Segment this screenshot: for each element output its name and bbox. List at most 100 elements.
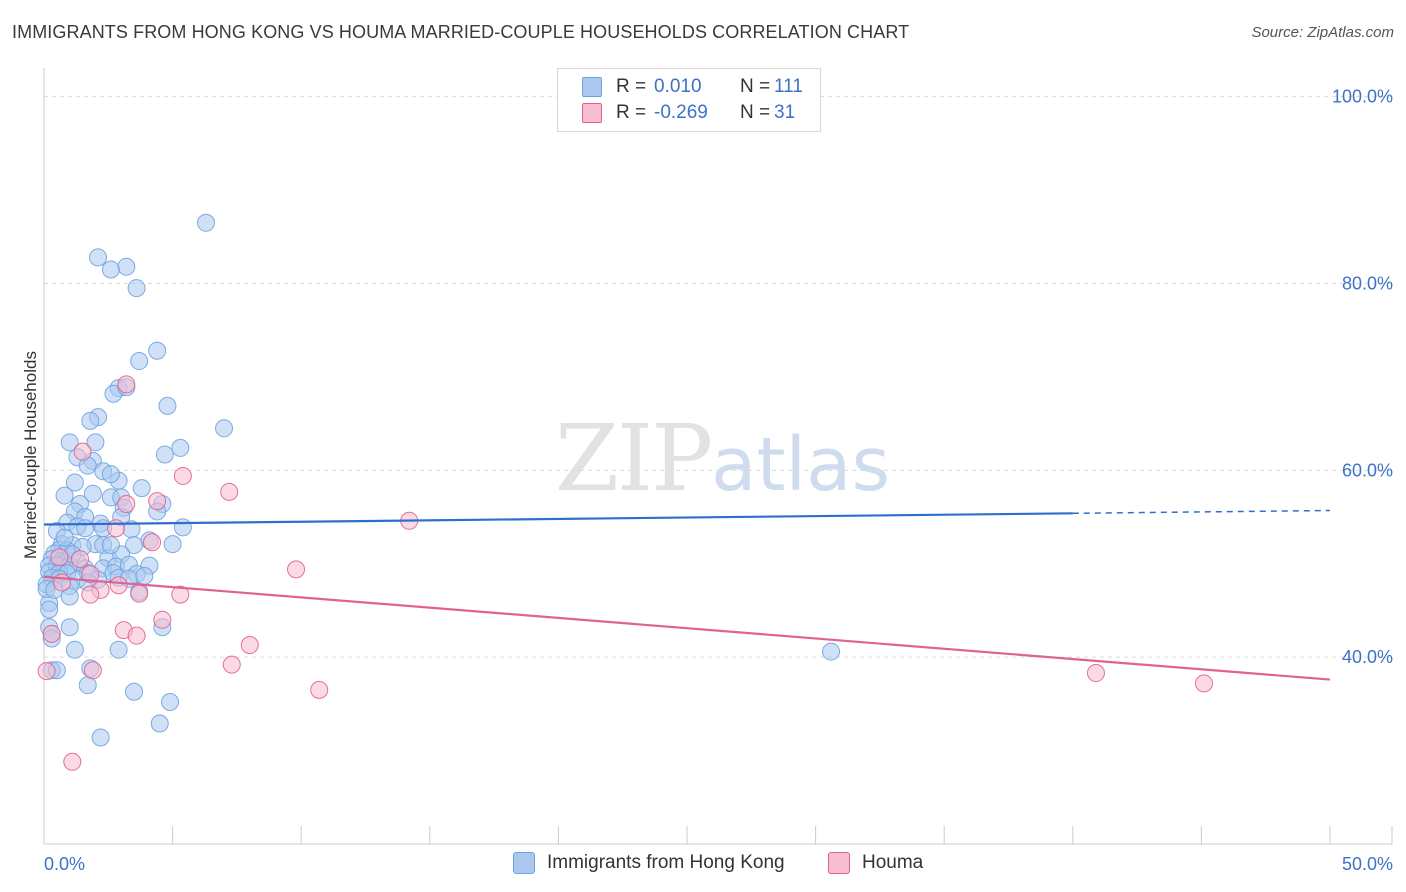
point-houma [117, 375, 136, 394]
series-label: Immigrants from Hong Kong [547, 852, 785, 873]
point-houma [71, 550, 90, 569]
watermark: ZIPatlas [555, 405, 890, 512]
point-hong-kong [91, 728, 110, 747]
grid-lines [44, 96, 1392, 658]
y-axis-title: Married-couple Households [21, 351, 40, 559]
point-hong-kong [60, 433, 79, 452]
correlation-legend: R = 0.010 N = 111 R = -0.269 N = 31 [557, 68, 821, 132]
point-houma [171, 585, 190, 604]
legend-r-label: R = [616, 102, 647, 123]
point-houma [148, 492, 167, 511]
trend-line-houma [43, 575, 1331, 681]
point-houma [1194, 674, 1213, 693]
point-houma [37, 662, 56, 681]
chart-source: Source: ZipAtlas.com [1251, 24, 1394, 41]
y-tick-label: 60.0% [1342, 460, 1393, 480]
point-houma [50, 548, 69, 567]
point-hong-kong [65, 473, 84, 492]
trend-line-hong-kong-extension [1072, 509, 1331, 515]
point-houma [310, 680, 329, 699]
point-hong-kong [161, 693, 180, 712]
point-houma [153, 610, 172, 629]
legend-n-value: 31 [774, 102, 796, 123]
legend-r-value: 0.010 [654, 76, 702, 97]
y-tick-label: 100.0% [1332, 87, 1393, 107]
series-legend: Immigrants from Hong Kong Houma [0, 852, 1406, 878]
point-houma [107, 519, 126, 538]
point-hong-kong [171, 438, 190, 457]
legend-row-hong-kong: R = 0.010 N = 111 [582, 75, 803, 99]
legend-r-label: R = [616, 76, 647, 97]
point-hong-kong [135, 566, 154, 585]
point-houma [127, 626, 146, 645]
point-houma [117, 494, 136, 513]
point-hong-kong [55, 528, 74, 547]
trend-lines [43, 509, 1331, 681]
point-hong-kong [125, 682, 144, 701]
chart-title: IMMIGRANTS FROM HONG KONG VS HOUMA MARRI… [12, 22, 910, 42]
point-houma [130, 584, 149, 603]
legend-swatch-pink [582, 103, 602, 123]
legend-n-label: N = [740, 102, 771, 123]
x-tick-label: 50.0% [1342, 854, 1393, 874]
legend-n-label: N = [740, 76, 771, 97]
point-hong-kong [130, 352, 149, 371]
point-houma [220, 482, 239, 501]
series-label: Houma [862, 852, 924, 873]
point-hong-kong [150, 714, 169, 733]
point-hong-kong [109, 640, 128, 659]
point-hong-kong [101, 536, 120, 555]
tick-labels: 40.0% 60.0% 80.0% 100.0% 0.0% 50.0% [44, 87, 1393, 874]
point-hong-kong [148, 341, 167, 360]
legend-swatch-blue [582, 77, 602, 97]
point-hong-kong [155, 445, 174, 464]
y-tick-label: 40.0% [1342, 647, 1393, 667]
point-hong-kong [40, 600, 59, 619]
watermark-atlas: atlas [711, 422, 890, 508]
x-tick-label: 0.0% [44, 854, 85, 874]
point-houma [109, 576, 128, 595]
point-hong-kong [60, 618, 79, 637]
series-legend-hong-kong[interactable]: Immigrants from Hong Kong [513, 852, 785, 874]
point-hong-kong [101, 465, 120, 484]
point-houma [83, 661, 102, 680]
trend-line-hong-kong [43, 512, 1073, 526]
series-swatch-pink [828, 852, 850, 874]
point-hong-kong [81, 411, 100, 430]
point-hong-kong [173, 518, 192, 537]
point-hong-kong [65, 640, 84, 659]
point-hong-kong [60, 587, 79, 606]
point-houma [173, 466, 192, 485]
point-houma [53, 573, 72, 592]
point-houma [81, 565, 100, 584]
point-houma [81, 585, 100, 604]
axes [43, 68, 1393, 845]
point-hong-kong [215, 419, 234, 438]
point-hong-kong [127, 279, 146, 298]
point-hong-kong [158, 396, 177, 415]
point-hong-kong [117, 257, 136, 276]
point-houma [240, 636, 259, 655]
point-hong-kong [78, 676, 97, 695]
data-points [37, 213, 1213, 771]
point-hong-kong [55, 486, 74, 505]
series-legend-houma[interactable]: Houma [828, 852, 923, 874]
point-hong-kong [132, 479, 151, 498]
point-houma [143, 533, 162, 552]
point-hong-kong [89, 248, 108, 267]
point-houma [63, 752, 82, 771]
point-hong-kong [163, 535, 182, 554]
watermark-zip: ZIP [555, 405, 713, 512]
legend-r-value: -0.269 [654, 102, 708, 123]
point-hong-kong [125, 536, 144, 555]
point-hong-kong [76, 519, 95, 538]
point-houma [222, 655, 241, 674]
legend-row-houma: R = -0.269 N = 31 [582, 101, 795, 125]
legend-n-value: 111 [774, 76, 803, 97]
y-tick-label: 80.0% [1342, 274, 1393, 294]
series-swatch-blue [513, 852, 535, 874]
point-houma [287, 560, 306, 579]
point-hong-kong [86, 433, 105, 452]
point-houma [73, 442, 92, 461]
